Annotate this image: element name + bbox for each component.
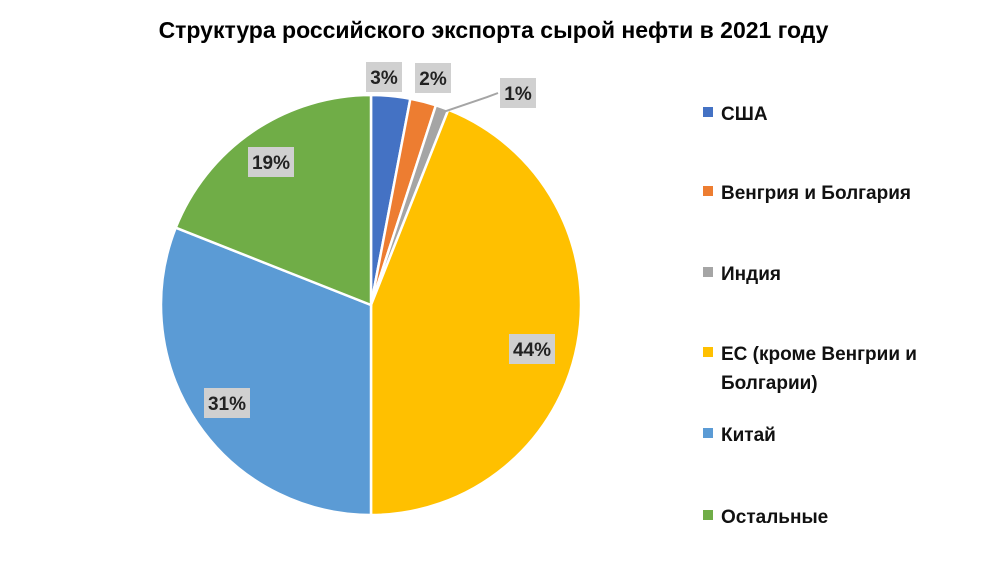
legend-swatch-usa [703,107,713,117]
data-label-hungary-bulgaria: 2% [415,63,451,93]
data-label-text-china: 31% [208,394,246,415]
data-label-usa: 3% [366,62,402,92]
legend-swatch-other [703,510,713,520]
data-label-text-other: 19% [252,153,290,174]
data-label-other: 19% [248,147,294,177]
legend-swatch-china [703,428,713,438]
pie-slice-other [174,93,373,307]
legend-label-hungary-bulgaria: Венгрия и Болгария [721,183,911,204]
data-label-box-usa [366,62,402,92]
legend-label-eu: ЕС (кроме Венгрии и Болгарии) [721,344,917,394]
data-label-text-india: 1% [504,84,532,105]
data-label-box-hungary-bulgaria [415,63,451,93]
chart-title: Структура российского экспорта сырой неф… [158,17,829,43]
legend-item-hungary-bulgaria: Венгрия и Болгария [703,179,973,208]
legend-item-other: Остальные [703,503,973,532]
data-label-india: 1% [500,78,536,108]
data-label-china: 31% [204,388,250,418]
pie-slice-eu [369,108,583,517]
legend-label-other: Остальные [721,507,829,528]
data-label-eu: 44% [509,334,555,364]
legend-label-india: Индия [721,264,781,285]
legend-label-china: Китай [721,425,776,446]
legend-item-china: Китай [703,421,973,450]
data-label-box-other [248,147,294,177]
legend-label-usa: США [721,104,768,125]
data-label-text-hungary-bulgaria: 2% [419,69,447,90]
legend-swatch-hungary-bulgaria [703,186,713,196]
data-label-text-usa: 3% [370,68,398,89]
data-label-text-eu: 44% [513,340,551,361]
data-label-box-china [204,388,250,418]
legend-item-eu: ЕС (кроме Венгрии и Болгарии) [703,340,973,398]
data-label-box-india [500,78,536,108]
legend-swatch-eu [703,347,713,357]
legend-swatch-india [703,267,713,277]
leader-line-india [439,92,499,115]
pie-slice-china [159,226,373,517]
data-label-box-eu [509,334,555,364]
legend-item-usa: США [703,100,973,129]
legend-item-india: Индия [703,260,973,289]
